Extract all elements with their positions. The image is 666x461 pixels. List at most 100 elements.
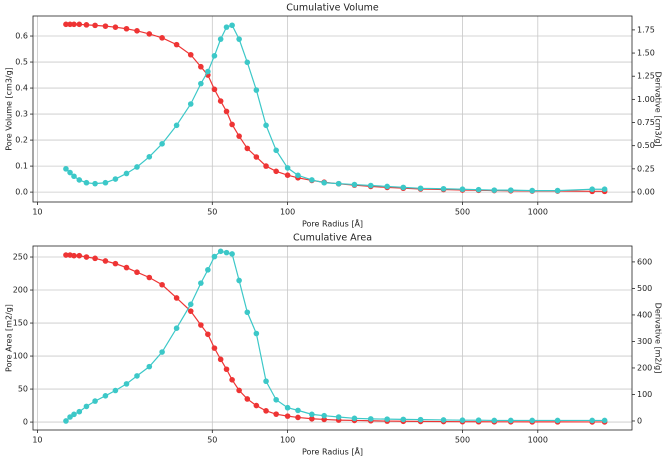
data-point [134, 373, 140, 379]
data-point [491, 187, 498, 193]
data-point [601, 417, 608, 424]
data-point [146, 363, 153, 370]
data-point [263, 122, 269, 129]
data-point [263, 163, 269, 169]
data-point [187, 101, 194, 107]
data-point [284, 172, 291, 179]
x-tick-label: 100 [280, 208, 295, 217]
data-point [253, 402, 260, 409]
chart-title: Cumulative Area [293, 233, 372, 244]
y2-tick-label: 1.00 [637, 95, 655, 104]
data-point [76, 408, 83, 415]
y2-tick-label: 0.25 [637, 164, 655, 173]
data-point [295, 414, 301, 421]
data-point [236, 387, 242, 394]
data-point [173, 122, 180, 129]
y2-tick-label: 600 [637, 257, 652, 266]
data-point [284, 413, 291, 419]
data-point [205, 68, 211, 75]
chart-title: Cumulative Volume [286, 3, 379, 14]
y2-axis-label: Derivative [m2/g] [654, 303, 663, 374]
data-point [284, 404, 291, 411]
data-point [63, 166, 69, 172]
x-tick-label: 1000 [528, 208, 548, 217]
data-point [63, 21, 69, 28]
data-point [134, 269, 140, 276]
data-point [92, 255, 98, 262]
data-point [123, 170, 130, 177]
data-point [417, 185, 424, 192]
data-point [223, 366, 230, 373]
data-point [217, 36, 224, 42]
data-point [63, 252, 69, 258]
data-point [335, 414, 342, 420]
data-point [309, 177, 315, 183]
data-point [112, 24, 119, 30]
data-point [253, 154, 260, 160]
data-point [83, 179, 90, 186]
data-point [205, 331, 211, 338]
data-point [198, 80, 204, 87]
data-point [236, 36, 242, 42]
data-point [440, 417, 447, 423]
data-point [159, 35, 165, 41]
y2-tick-label: 0.50 [637, 141, 655, 150]
series-line [65, 254, 605, 423]
data-point [173, 41, 180, 48]
data-point [134, 28, 140, 34]
y-tick-label: 250 [13, 253, 28, 262]
data-point [223, 108, 230, 115]
data-point [198, 322, 204, 328]
plot-frame [32, 245, 633, 431]
y-tick-label: 0.2 [15, 136, 28, 145]
data-point [211, 253, 218, 260]
y-tick-label: 0.3 [15, 110, 28, 119]
data-point [351, 415, 358, 422]
data-point [217, 98, 224, 104]
y2-axis-label: Derivative [cm3/g] [654, 71, 663, 146]
x-tick-label: 10 [32, 208, 42, 217]
data-point [92, 398, 98, 404]
data-point [92, 180, 98, 187]
data-point [507, 417, 514, 424]
x-tick-label: 50 [207, 208, 217, 217]
data-point [211, 53, 218, 59]
y-tick-label: 0.4 [15, 84, 28, 93]
y-axis-label: Pore Volume [cm3/g] [5, 67, 14, 151]
data-point [263, 408, 269, 414]
data-point [223, 249, 230, 256]
data-point [76, 21, 83, 28]
data-point [384, 416, 390, 422]
data-point [198, 63, 204, 70]
data-point [123, 25, 130, 32]
y2-tick-label: 0.00 [637, 187, 655, 196]
data-point [134, 164, 140, 170]
y2-tick-label: 200 [637, 363, 652, 372]
data-point [335, 180, 342, 187]
y2-tick-label: 0.75 [637, 118, 655, 127]
data-point [123, 264, 130, 271]
y2-tick-label: 1.50 [637, 49, 655, 58]
data-point [321, 179, 327, 186]
data-point [273, 396, 279, 403]
x-tick-label: 50 [207, 436, 217, 445]
data-point [284, 165, 291, 171]
data-point [236, 133, 242, 139]
data-point [217, 248, 224, 255]
data-point [244, 59, 251, 66]
data-point [244, 145, 251, 152]
data-point [229, 251, 235, 257]
x-tick-label: 500 [455, 436, 470, 445]
data-point [71, 252, 77, 259]
data-point [263, 378, 269, 385]
data-point [295, 172, 301, 179]
data-point [187, 51, 194, 58]
data-point [295, 407, 301, 414]
data-point [211, 345, 218, 351]
data-point [244, 396, 251, 402]
data-point [102, 179, 109, 186]
data-point [273, 147, 279, 154]
data-point [187, 301, 194, 308]
y2-tick-label: 0 [637, 416, 642, 425]
